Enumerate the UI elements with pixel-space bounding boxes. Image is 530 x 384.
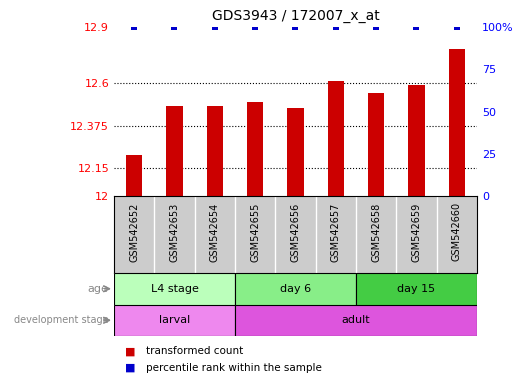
Text: percentile rank within the sample: percentile rank within the sample xyxy=(146,363,322,373)
Text: GSM542659: GSM542659 xyxy=(411,202,421,262)
Title: GDS3943 / 172007_x_at: GDS3943 / 172007_x_at xyxy=(211,9,379,23)
Bar xyxy=(114,305,235,336)
Bar xyxy=(328,81,344,196)
Bar xyxy=(207,106,223,196)
Bar xyxy=(449,50,465,196)
Text: GSM542660: GSM542660 xyxy=(452,202,462,262)
Text: GSM542655: GSM542655 xyxy=(250,202,260,262)
Bar xyxy=(235,273,356,305)
Bar xyxy=(287,108,304,196)
Bar xyxy=(409,85,425,196)
Text: GSM542656: GSM542656 xyxy=(290,202,301,262)
Text: GSM542657: GSM542657 xyxy=(331,202,341,262)
Point xyxy=(453,24,461,30)
Text: day 6: day 6 xyxy=(280,284,311,294)
Text: adult: adult xyxy=(342,315,370,325)
Bar xyxy=(114,273,235,305)
Point xyxy=(210,24,219,30)
Text: ■: ■ xyxy=(125,346,135,356)
Bar xyxy=(166,106,182,196)
Point xyxy=(251,24,259,30)
Bar xyxy=(368,93,384,196)
Point xyxy=(372,24,381,30)
Text: transformed count: transformed count xyxy=(146,346,243,356)
Text: GSM542652: GSM542652 xyxy=(129,202,139,262)
Text: L4 stage: L4 stage xyxy=(151,284,198,294)
Text: day 15: day 15 xyxy=(398,284,436,294)
Text: GSM542654: GSM542654 xyxy=(210,202,220,262)
Point xyxy=(292,24,300,30)
Point xyxy=(412,24,421,30)
Text: age: age xyxy=(88,284,109,294)
Text: larval: larval xyxy=(159,315,190,325)
Bar xyxy=(356,273,477,305)
Point xyxy=(170,24,179,30)
Bar xyxy=(247,102,263,196)
Point xyxy=(130,24,138,30)
Text: development stage: development stage xyxy=(14,315,109,325)
Text: GSM542658: GSM542658 xyxy=(371,202,381,262)
Point xyxy=(332,24,340,30)
Text: GSM542653: GSM542653 xyxy=(170,202,180,262)
Bar xyxy=(235,305,477,336)
Bar xyxy=(126,155,142,196)
Text: ■: ■ xyxy=(125,363,135,373)
